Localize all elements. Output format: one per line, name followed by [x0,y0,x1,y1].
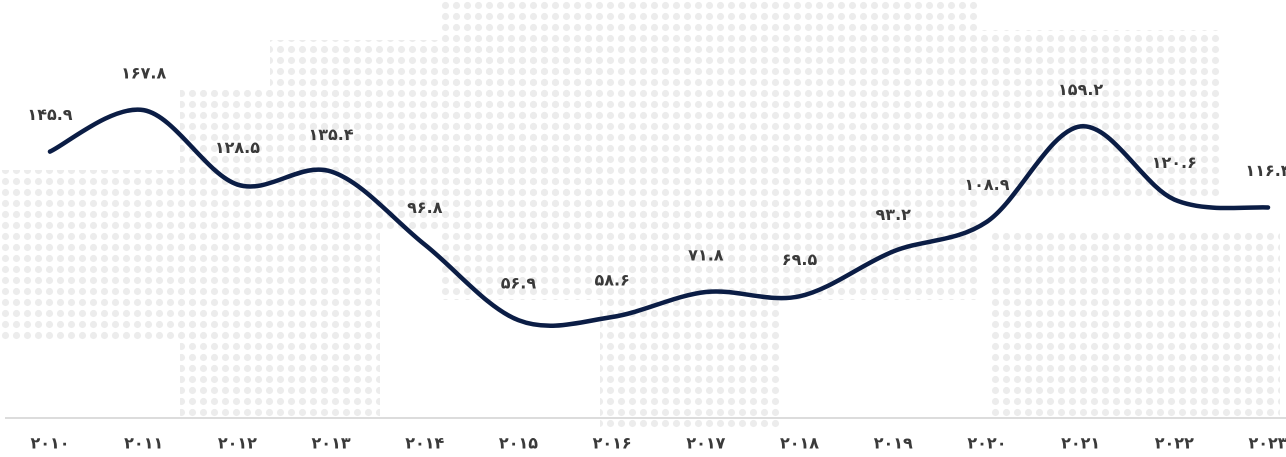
x-tick-label: ۲۰۲۳ [1248,434,1286,453]
x-tick-label: ۲۰۱۴ [405,434,444,453]
data-label: ۷۱.۸ [688,245,724,264]
map-background [0,0,1280,430]
x-tick-label: ۲۰۲۰ [967,434,1006,453]
x-tick-label: ۲۰۲۲ [1155,434,1194,453]
data-label: ۶۹.۵ [782,250,818,269]
data-label: ۱۲۰.۶ [1152,153,1197,172]
x-tick-label: ۲۰۱۱ [124,434,163,453]
x-tick-label: ۲۰۱۲ [218,434,257,453]
data-label: ۱۵۹.۲ [1058,80,1103,99]
x-tick-label: ۲۰۱۳ [312,434,351,453]
x-tick-label: ۲۰۱۵ [499,434,538,453]
line [47,107,1271,328]
data-label: ۹۶.۸ [407,198,443,217]
x-tick-label: ۲۰۱۸ [780,434,819,453]
data-label: ۱۶۷.۸ [121,64,166,83]
x-tick-label: ۲۰۱۰ [30,434,69,453]
data-label: ۱۲۸.۵ [215,138,260,157]
data-label: ۱۳۵.۴ [309,125,354,144]
x-tick-label: ۲۰۱۹ [874,434,913,453]
data-label: ۹۳.۲ [876,205,912,224]
data-label: ۱۴۵.۹ [27,105,72,124]
x-tick-label: ۲۰۱۷ [686,434,725,453]
data-label: ۵۶.۹ [501,274,537,293]
x-tick-label: ۲۰۱۶ [593,434,632,453]
data-label: ۵۸.۶ [594,270,629,289]
data-label: ۱۱۶.۴ [1245,161,1286,180]
data-label: ۱۰۸.۹ [964,175,1009,194]
x-tick-label: ۲۰۲۱ [1061,434,1100,453]
